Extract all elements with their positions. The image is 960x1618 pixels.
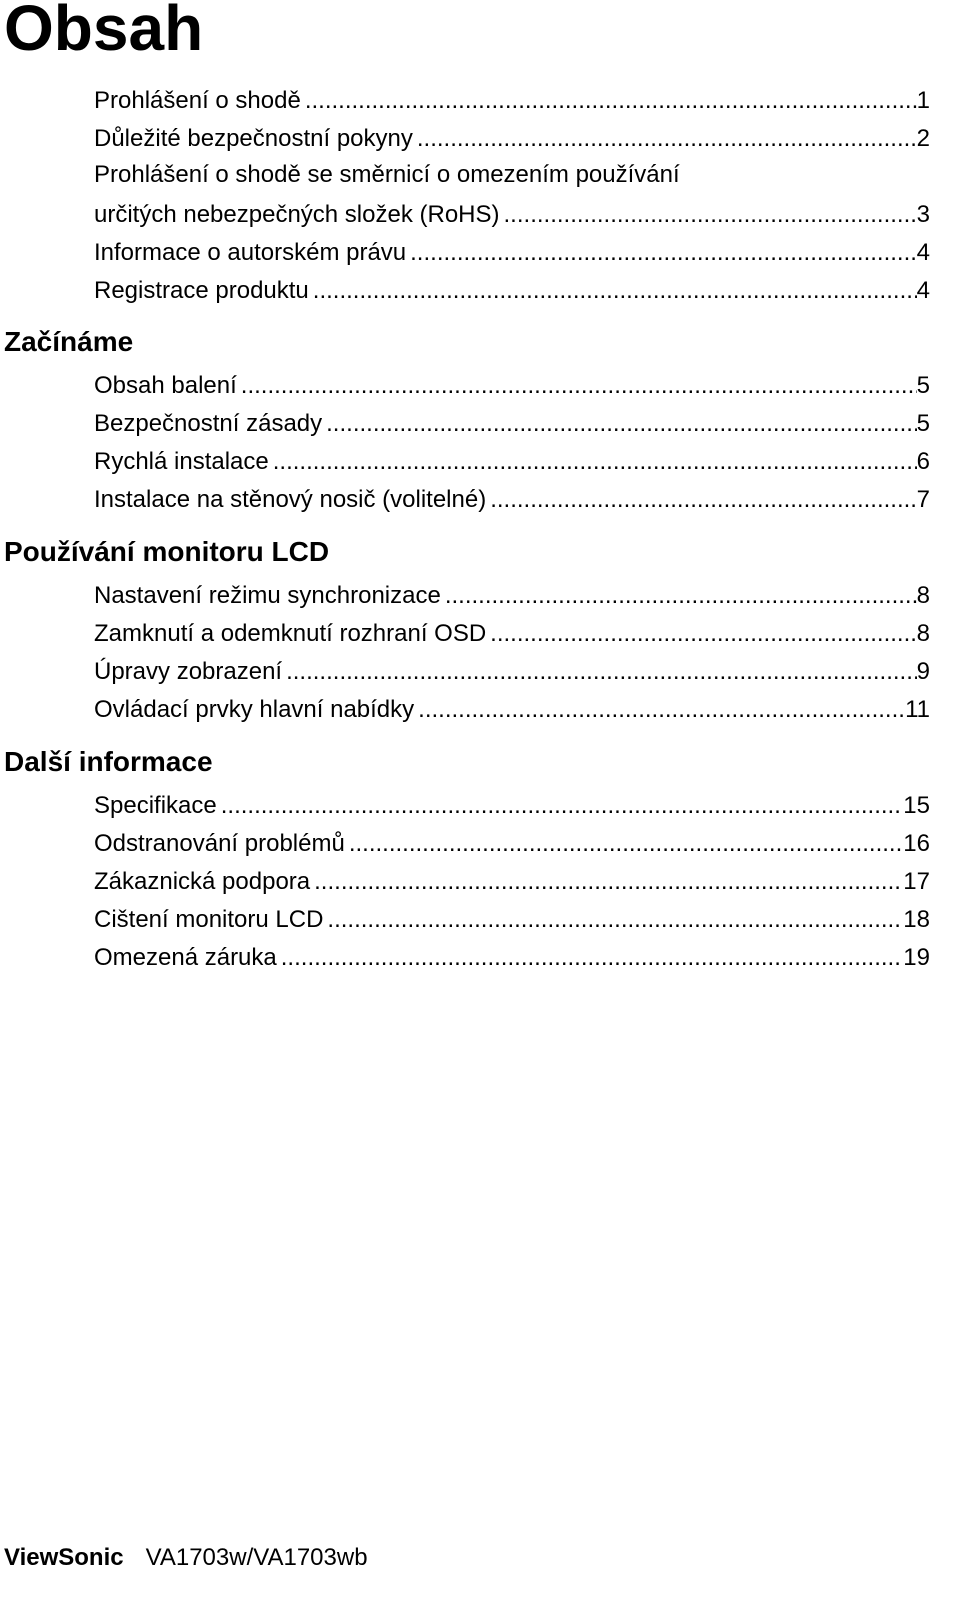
toc-page-number: 16	[903, 830, 930, 857]
toc-leader	[490, 485, 916, 515]
toc-entry-osd-lock[interactable]: Zamknutí a odemknutí rozhraní OSD 8	[94, 617, 930, 649]
toc-page-number: 15	[903, 792, 930, 819]
toc-entry-troubleshooting[interactable]: Odstranování problémů 16	[94, 827, 930, 859]
toc-page-number: 11	[905, 696, 930, 723]
toc-page-number: 17	[903, 868, 930, 895]
toc-entry-quick-installation[interactable]: Rychlá instalace 6	[94, 445, 930, 477]
section-heading-other-information: Další informace	[4, 746, 213, 777]
toc-leader	[221, 791, 904, 821]
section-heading-using-lcd: Používání monitoru LCD	[4, 536, 330, 567]
toc-entry-cleaning[interactable]: Cištení monitoru LCD 18	[94, 903, 930, 935]
toc-page-number: 19	[903, 944, 930, 971]
page-title: Obsah	[4, 0, 204, 64]
toc-leader	[418, 695, 905, 725]
toc-page-number: 7	[916, 486, 930, 513]
toc-entry-adjusting-screen[interactable]: Úpravy zobrazení 9	[94, 655, 930, 687]
toc-entry-package-contents[interactable]: Obsah balení 5	[94, 369, 930, 401]
toc-leader	[326, 409, 917, 439]
toc-leader	[241, 371, 917, 401]
toc-page-number: 2	[916, 125, 930, 152]
toc-entry-title: Omezená záruka	[94, 944, 277, 971]
toc-entry-customer-support[interactable]: Zákaznická podpora 17	[94, 865, 930, 897]
toc-page-number: 6	[916, 448, 930, 475]
toc-leader	[305, 86, 917, 116]
toc-leader	[286, 657, 917, 687]
toc-entry-title: Úpravy zobrazení	[94, 658, 283, 685]
toc-entry-title: Zákaznická podpora	[94, 868, 311, 895]
toc-leader	[314, 867, 903, 897]
toc-entry-title: Zamknutí a odemknutí rozhraní OSD	[94, 620, 487, 647]
toc-entry-safety-instructions[interactable]: Důležité bezpečnostní pokyny 2	[94, 122, 930, 154]
toc-entry-title: Instalace na stěnový nosič (volitelné)	[94, 486, 487, 513]
toc-entry-wall-mounting[interactable]: Instalace na stěnový nosič (volitelné) 7	[94, 483, 930, 515]
toc-page-number: 9	[916, 658, 930, 685]
toc-entry-title: Informace o autorském právu	[94, 239, 407, 266]
page-footer: ViewSonic VA1703w/VA1703wb	[4, 1544, 368, 1572]
toc-entry-title: Důležité bezpečnostní pokyny	[94, 125, 413, 152]
toc-entry-title: Prohlášení o shodě	[94, 87, 301, 114]
toc-page-number: 1	[916, 87, 930, 114]
toc-entry-timing-mode[interactable]: Nastavení režimu synchronizace 8	[94, 579, 930, 611]
toc-entry-rohs[interactable]: určitých nebezpečných složek (RoHS) 3	[94, 198, 930, 230]
toc-page-number: 3	[916, 201, 930, 228]
toc-leader	[273, 447, 917, 477]
toc-entry-limited-warranty[interactable]: Omezená záruka 19	[94, 941, 930, 973]
toc-page-number: 4	[916, 277, 930, 304]
toc-entry-title: Odstranování problémů	[94, 830, 345, 857]
toc-entry-title: Specifikace	[94, 792, 217, 819]
toc-entry-title: Obsah balení	[94, 372, 237, 399]
toc-page-number: 8	[916, 582, 930, 609]
toc-entry-title: Bezpečnostní zásady	[94, 410, 323, 437]
toc-leader	[349, 829, 903, 859]
toc-leader	[504, 200, 917, 230]
toc-leader	[281, 943, 904, 973]
footer-brand: ViewSonic	[4, 1544, 124, 1571]
toc-entry-title: Ovládací prvky hlavní nabídky	[94, 696, 415, 723]
toc-entry-rohs-line1[interactable]: Prohlášení o shodě se směrnicí o omezení…	[94, 160, 930, 192]
toc-entry-specifications[interactable]: Specifikace 15	[94, 789, 930, 821]
toc-leader	[410, 238, 917, 268]
toc-entry-declaration-of-conformity[interactable]: Prohlášení o shodě 1	[94, 84, 930, 116]
toc-entry-title: Prohlášení o shodě se směrnicí o omezení…	[94, 161, 680, 188]
toc-entry-product-registration[interactable]: Registrace produktu 4	[94, 274, 930, 306]
toc-page-number: 8	[916, 620, 930, 647]
toc-page-number: 5	[916, 410, 930, 437]
toc-entry-copyright[interactable]: Informace o autorském právu 4	[94, 236, 930, 268]
toc-entry-title: Registrace produktu	[94, 277, 309, 304]
toc-page-number: 5	[916, 372, 930, 399]
toc-entry-title: Nastavení režimu synchronizace	[94, 582, 441, 609]
toc-entry-main-menu-controls[interactable]: Ovládací prvky hlavní nabídky 11	[94, 693, 930, 725]
toc-page-number: 18	[903, 906, 930, 933]
toc-leader	[417, 124, 917, 154]
toc-leader	[313, 276, 917, 306]
toc-entry-title: Rychlá instalace	[94, 448, 269, 475]
footer-model: VA1703w/VA1703wb	[145, 1544, 368, 1571]
toc-page-number: 4	[916, 239, 930, 266]
toc-leader	[490, 619, 916, 649]
toc-entry-title: Cištení monitoru LCD	[94, 906, 324, 933]
toc-leader	[327, 905, 903, 935]
section-heading-getting-started: Začínáme	[4, 326, 134, 357]
toc-leader	[445, 581, 917, 611]
toc-entry-title: určitých nebezpečných složek (RoHS)	[94, 201, 500, 228]
toc-entry-precautions[interactable]: Bezpečnostní zásady 5	[94, 407, 930, 439]
